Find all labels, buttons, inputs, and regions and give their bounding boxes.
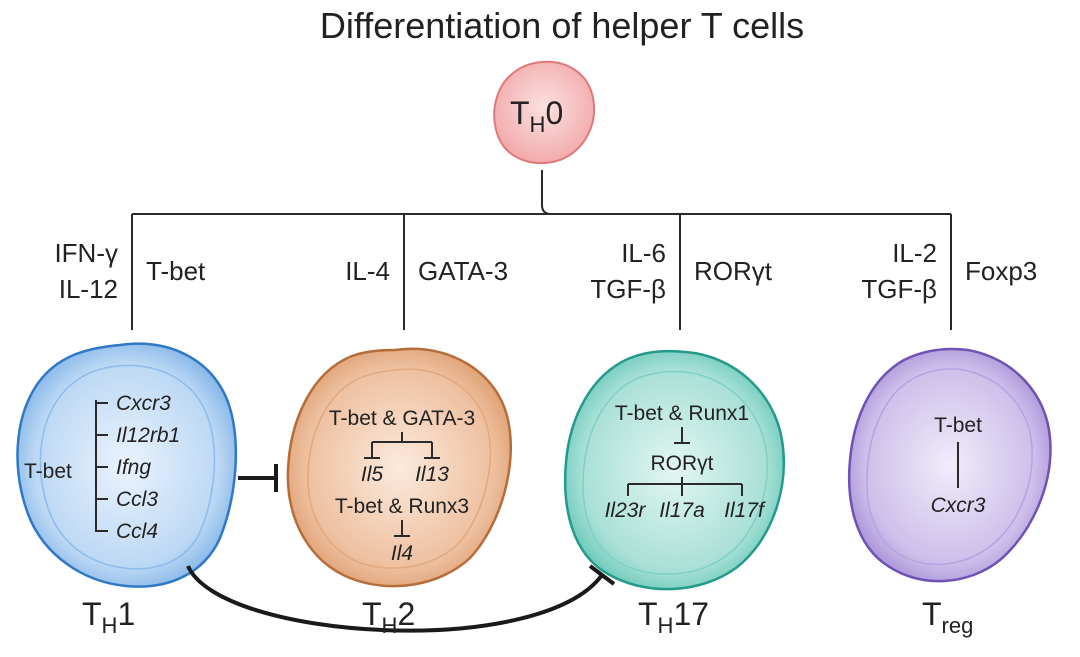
- th2-gene-2: Il13: [415, 463, 449, 486]
- th1-label: TH1: [82, 596, 135, 638]
- th17-label-sub: H: [658, 613, 674, 638]
- th0-label: TH0: [510, 95, 563, 137]
- th0-label-suffix: 0: [545, 95, 563, 131]
- th2-label: TH2: [362, 596, 415, 638]
- th17-gene-2: Il17a: [659, 499, 705, 522]
- th2-branch-labels: IL-4 GATA-3: [345, 256, 508, 286]
- th17-cell-body: [563, 349, 786, 591]
- th0-label-main: T: [510, 95, 530, 131]
- th1-inhibits-th2-arrow: [238, 464, 278, 492]
- th2-complex-2: T-bet & Runx3: [335, 495, 469, 518]
- th1-cell-body: [16, 342, 238, 588]
- trunk-line: [541, 170, 552, 215]
- treg-label-main: T: [922, 596, 942, 632]
- th1-gene-5: Ccl4: [116, 520, 158, 543]
- th1-th17-inhibit-curve: [186, 565, 604, 633]
- treg-gene: Cxcr3: [931, 494, 986, 517]
- treg-cell: T-bet Cxcr3 Treg: [847, 347, 1052, 638]
- diagram-title: Differentiation of helper T cells: [320, 5, 804, 46]
- th1-cell-inner: [39, 364, 216, 570]
- th2-label-main: T: [362, 596, 382, 632]
- th2-complex-1: T-bet & GATA-3: [329, 407, 475, 430]
- treg-transcription-factor: Foxp3: [965, 256, 1037, 286]
- th2-transcription-factor: GATA-3: [418, 256, 508, 286]
- treg-regulator: T-bet: [934, 414, 982, 437]
- th17-label-main: T: [638, 596, 658, 632]
- treg-label-sub: reg: [942, 613, 974, 638]
- th2-gene-3: Il4: [391, 542, 413, 565]
- th1-gene-3: Ifng: [116, 456, 151, 479]
- th2-cell-body: [286, 347, 512, 588]
- th17-transcription-factor: RORγt: [694, 256, 773, 286]
- treg-cell-inner: [866, 368, 1033, 566]
- th1-cytokine-2: IL-12: [59, 274, 118, 304]
- th1-label-sub: H: [102, 613, 118, 638]
- th2-cell-inner: [307, 368, 491, 569]
- th1-gene-4: Ccl3: [116, 488, 158, 511]
- th17-gene-1: Il23r: [605, 499, 647, 522]
- th0-cell-body: [493, 60, 595, 164]
- th1-transcription-factor: T-bet: [146, 256, 206, 286]
- th17-cell: T-bet & Runx1 RORγt Il23r Il17a Il17f TH…: [563, 349, 786, 638]
- th1-cell: T-bet Cxcr3 Il12rb1 Ifng Ccl3 Ccl4 TH1: [16, 342, 238, 638]
- th2-cytokine-1: IL-4: [345, 256, 390, 286]
- th17-cytokine-1: IL-6: [621, 238, 666, 268]
- th17-target: RORγt: [651, 452, 714, 475]
- treg-cytokine-2: TGF-β: [861, 274, 937, 304]
- branch-connectors: [131, 170, 952, 330]
- th1-regulator: T-bet: [24, 460, 72, 483]
- th17-gene-3: Il17f: [724, 499, 766, 522]
- th17-cytokine-2: TGF-β: [590, 274, 666, 304]
- th17-cell-inner: [582, 370, 768, 575]
- th1-label-main: T: [82, 596, 102, 632]
- th17-complex: T-bet & Runx1: [615, 402, 749, 425]
- treg-cell-body: [847, 347, 1052, 583]
- th2-cell: T-bet & GATA-3 Il5 Il13 T-bet & Runx3 Il…: [286, 347, 512, 638]
- th0-cell: TH0: [493, 60, 595, 164]
- treg-label: Treg: [922, 596, 973, 638]
- th2-label-sub: H: [382, 613, 398, 638]
- th2-gene-1: Il5: [361, 463, 384, 486]
- treg-cytokine-1: IL-2: [892, 238, 937, 268]
- th1-cytokine-1: IFN-γ: [54, 238, 118, 268]
- th1-branch-labels: IFN-γ IL-12 T-bet: [54, 238, 206, 304]
- treg-branch-labels: IL-2 TGF-β Foxp3: [861, 238, 1037, 304]
- th1-label-suffix: 1: [117, 596, 135, 632]
- th1-inhibits-th17-arrow: [186, 564, 616, 633]
- th0-label-sub: H: [530, 112, 546, 137]
- th1-gene-1: Cxcr3: [116, 392, 171, 415]
- th1-th17-inhibit-bar: [588, 564, 616, 586]
- th2-label-suffix: 2: [397, 596, 415, 632]
- th17-branch-labels: IL-6 TGF-β RORγt: [590, 238, 772, 304]
- th1-gene-2: Il12rb1: [116, 424, 180, 447]
- th17-label-suffix: 17: [673, 596, 709, 632]
- th17-label: TH17: [638, 596, 709, 638]
